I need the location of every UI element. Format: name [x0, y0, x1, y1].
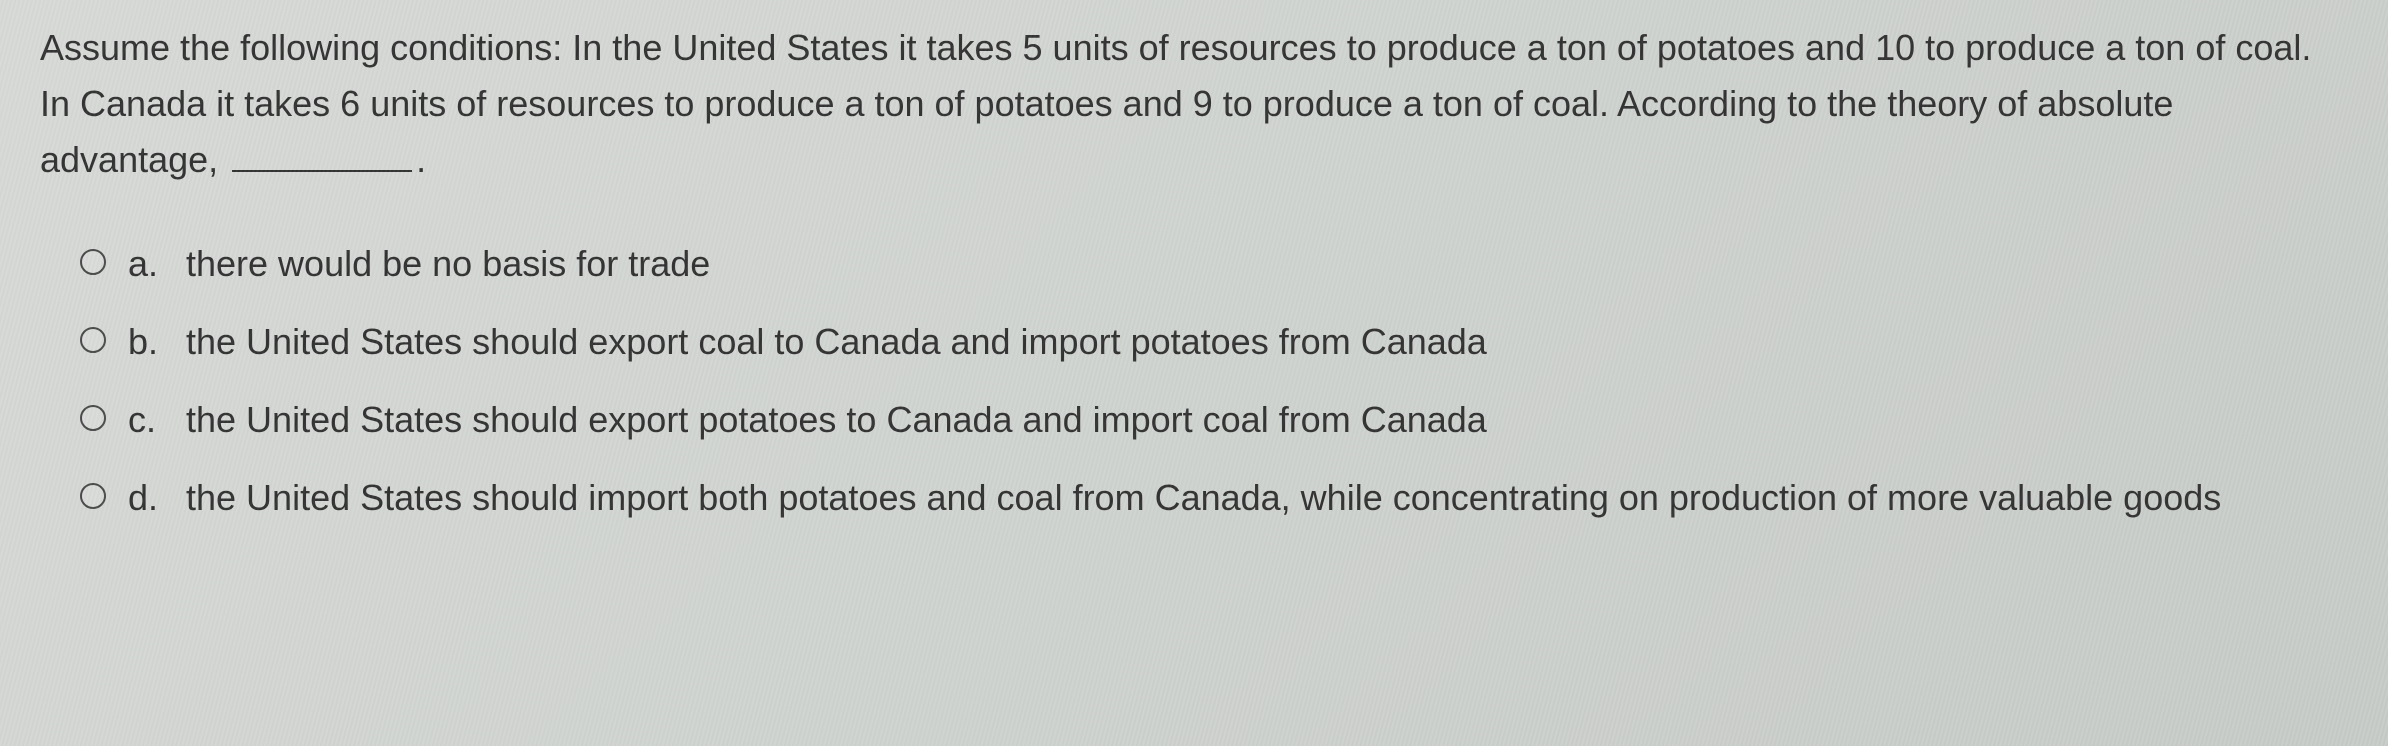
option-d[interactable]: d. the United States should import both …	[80, 471, 2348, 525]
fill-blank	[232, 170, 412, 172]
question-text-before: Assume the following conditions: In the …	[40, 27, 2311, 180]
question-stem: Assume the following conditions: In the …	[40, 20, 2348, 187]
options-group: a. there would be no basis for trade b. …	[40, 237, 2348, 525]
option-text: the United States should import both pot…	[186, 471, 2348, 525]
option-text: the United States should export potatoes…	[186, 393, 2348, 447]
option-letter: d.	[128, 471, 168, 525]
option-text: the United States should export coal to …	[186, 315, 2348, 369]
question-text-after: .	[416, 139, 426, 180]
radio-icon[interactable]	[80, 483, 106, 509]
radio-icon[interactable]	[80, 405, 106, 431]
radio-icon[interactable]	[80, 249, 106, 275]
option-letter: a.	[128, 237, 168, 291]
option-a[interactable]: a. there would be no basis for trade	[80, 237, 2348, 291]
radio-icon[interactable]	[80, 327, 106, 353]
option-letter: b.	[128, 315, 168, 369]
option-letter: c.	[128, 393, 168, 447]
option-text: there would be no basis for trade	[186, 237, 2348, 291]
option-b[interactable]: b. the United States should export coal …	[80, 315, 2348, 369]
option-c[interactable]: c. the United States should export potat…	[80, 393, 2348, 447]
